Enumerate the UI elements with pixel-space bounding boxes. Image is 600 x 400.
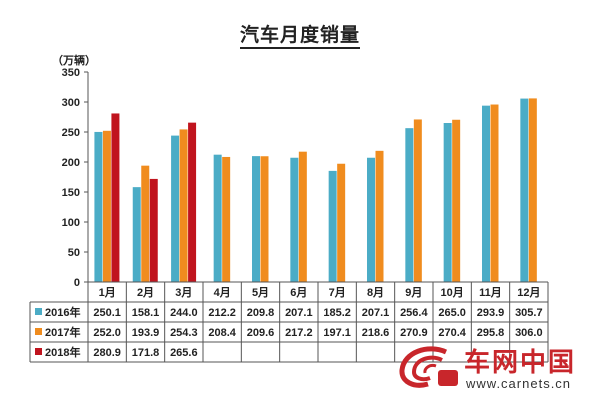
bar-2017年-10月 xyxy=(452,119,461,282)
category-label: 4月 xyxy=(214,286,231,299)
bar-2017年-5月 xyxy=(260,156,269,282)
table-cell: 218.6 xyxy=(362,327,390,339)
bar-2016年-5月 xyxy=(252,156,260,282)
category-label: 8月 xyxy=(367,286,384,299)
y-tick-label: 100 xyxy=(62,217,80,229)
table-cell: 209.8 xyxy=(247,307,275,319)
bar-2017年-2月 xyxy=(141,165,150,282)
bar-2016年-11月 xyxy=(482,105,490,282)
table-cell: 185.2 xyxy=(323,307,351,319)
y-tick-label: 350 xyxy=(62,67,80,79)
category-label: 3月 xyxy=(175,286,192,299)
category-label: 11月 xyxy=(479,286,502,299)
bar-2017年-4月 xyxy=(222,156,231,282)
bar-2017年-12月 xyxy=(528,98,537,283)
bar-2018年-2月 xyxy=(149,178,158,282)
bar-2016年-3月 xyxy=(171,135,180,282)
bar-2017年-9月 xyxy=(413,119,422,283)
table-cell: 306.0 xyxy=(515,327,543,339)
bar-2016年-12月 xyxy=(520,98,529,282)
table-cell: 265.0 xyxy=(438,307,466,319)
bar-2016年-6月 xyxy=(290,157,299,282)
table-cell: 244.0 xyxy=(170,307,198,319)
category-label: 2月 xyxy=(137,286,154,299)
y-tick-label: 50 xyxy=(68,247,80,259)
category-label: 12月 xyxy=(517,286,540,299)
legend-swatch-2018年 xyxy=(35,348,42,355)
category-label: 9月 xyxy=(405,286,422,299)
table-cell: 158.1 xyxy=(132,307,160,319)
bar-2017年-3月 xyxy=(179,129,188,282)
chart-title: 汽车月度销量 xyxy=(0,20,600,49)
legend-label: 2018年 xyxy=(45,345,80,359)
category-label: 1月 xyxy=(99,286,116,299)
bar-2018年-1月 xyxy=(111,113,120,283)
carnets-logo-icon xyxy=(399,346,458,388)
logo-name: 车网中国 xyxy=(464,348,577,378)
table-cell: 270.9 xyxy=(400,327,428,339)
bar-2017年-6月 xyxy=(298,151,307,282)
logo-url: www.carnets.cn xyxy=(466,376,572,391)
y-tick-label: 300 xyxy=(62,97,80,109)
table-cell: 217.2 xyxy=(285,327,313,339)
bar-2016年-10月 xyxy=(443,123,452,282)
category-label: 10月 xyxy=(441,286,464,299)
table-cell: 171.8 xyxy=(132,347,160,359)
bar-2018年-3月 xyxy=(188,122,197,282)
bar-2017年-7月 xyxy=(337,163,346,282)
legend-label: 2017年 xyxy=(45,325,80,339)
table-cell: 256.4 xyxy=(400,307,428,319)
table-cell: 293.9 xyxy=(477,307,505,319)
table-cell: 209.6 xyxy=(247,327,275,339)
table-cell: 295.8 xyxy=(477,327,505,339)
bar-2016年-9月 xyxy=(405,128,414,282)
bar-2016年-7月 xyxy=(328,170,337,282)
category-label: 6月 xyxy=(290,286,307,299)
legend-swatch-2017年 xyxy=(35,328,42,335)
table-cell: 265.6 xyxy=(170,347,198,359)
bar-2016年-2月 xyxy=(132,187,141,282)
table-cell: 207.1 xyxy=(362,307,390,319)
table-cell: 212.2 xyxy=(208,307,236,319)
y-tick-label: 250 xyxy=(62,127,80,139)
bar-2017年-1月 xyxy=(102,130,111,282)
table-cell: 270.4 xyxy=(438,327,466,339)
table-cell: 193.9 xyxy=(132,327,160,339)
legend-swatch-2016年 xyxy=(35,308,42,315)
table-cell: 280.9 xyxy=(93,347,121,359)
carnets-logo: 车网中国 www.carnets.cn xyxy=(398,338,598,398)
y-axis-unit: （万辆） xyxy=(52,55,96,67)
table-cell: 207.1 xyxy=(285,307,313,319)
bar-2017年-8月 xyxy=(375,150,384,282)
bar-2016年-1月 xyxy=(94,131,103,282)
category-label: 7月 xyxy=(329,286,346,299)
legend-label: 2016年 xyxy=(45,305,80,319)
table-cell: 250.1 xyxy=(93,307,121,319)
y-tick-label: 0 xyxy=(74,277,80,289)
table-cell: 305.7 xyxy=(515,307,543,319)
bar-2017年-11月 xyxy=(490,104,499,283)
y-tick-label: 150 xyxy=(62,187,80,199)
table-cell: 252.0 xyxy=(93,327,121,339)
category-label: 5月 xyxy=(252,286,269,299)
bar-2016年-8月 xyxy=(367,157,375,282)
table-cell: 254.3 xyxy=(170,327,198,339)
y-tick-label: 200 xyxy=(62,157,80,169)
bar-2016年-4月 xyxy=(213,154,222,282)
table-cell: 197.1 xyxy=(323,327,351,339)
table-cell: 208.4 xyxy=(208,327,236,339)
